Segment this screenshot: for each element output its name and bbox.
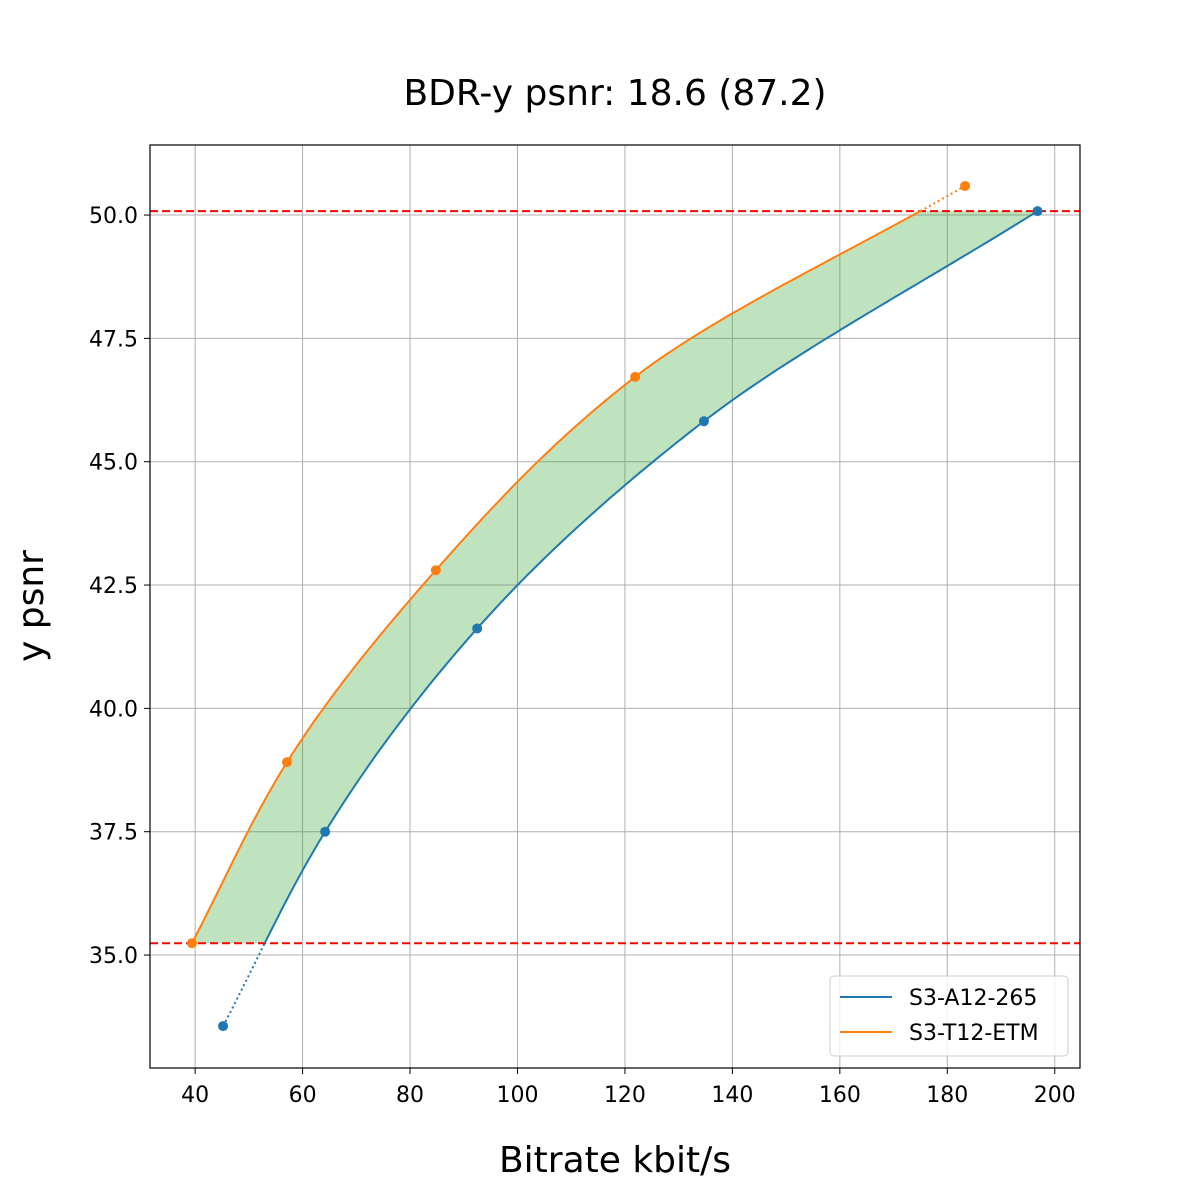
- x-tick-label: 180: [926, 1083, 968, 1108]
- grid: [150, 145, 1080, 1068]
- x-tick-label: 40: [181, 1083, 209, 1108]
- series-line-solid: [191, 210, 921, 944]
- data-point: [282, 757, 293, 768]
- fill-between-polygon: [191, 211, 1038, 944]
- x-tick-label: 60: [289, 1083, 317, 1108]
- x-tick-label: 140: [711, 1083, 753, 1108]
- data-point: [1032, 206, 1043, 217]
- data-point: [698, 416, 709, 427]
- y-tick-label: 50.0: [89, 204, 138, 229]
- y-axis-label: y psnr: [11, 550, 52, 662]
- plot-frame: [149, 144, 1081, 1069]
- data-point: [472, 623, 483, 634]
- x-tick-label: 100: [496, 1083, 538, 1108]
- y-axis-ticks: 35.0 37.5 40.0 42.5 45.0 47.5 50.0: [89, 204, 150, 969]
- x-tick-label: 80: [396, 1083, 424, 1108]
- x-tick-label: 160: [819, 1083, 861, 1108]
- data-point: [186, 938, 197, 949]
- x-axis-label: Bitrate kbit/s: [499, 1140, 731, 1181]
- series-line-solid: [263, 210, 1039, 944]
- legend-label-s3-a12-265: S3-A12-265: [909, 986, 1037, 1011]
- data-point: [630, 371, 641, 382]
- data-point: [218, 1021, 229, 1032]
- y-tick-label: 37.5: [89, 821, 138, 846]
- data-point: [430, 565, 441, 576]
- y-tick-label: 40.0: [89, 697, 138, 722]
- data-point: [320, 826, 331, 837]
- series-line-extrapolated: [222, 942, 266, 1027]
- legend: S3-A12-265 S3-T12-ETM: [829, 975, 1069, 1057]
- x-tick-label: 120: [604, 1083, 646, 1108]
- reference-lines: [150, 210, 1080, 945]
- y-tick-label: 45.0: [89, 451, 138, 476]
- y-tick-label: 35.0: [89, 944, 138, 969]
- legend-label-s3-t12-etm: S3-T12-ETM: [909, 1021, 1039, 1046]
- y-tick-label: 47.5: [89, 327, 138, 352]
- data-point: [960, 180, 971, 191]
- x-tick-label: 200: [1034, 1083, 1076, 1108]
- x-axis-ticks: 40 60 80 100 120 140 160 180 200: [181, 1068, 1076, 1108]
- series-line-extrapolated: [919, 185, 966, 212]
- fill-between-area: [191, 211, 1038, 944]
- y-tick-label: 42.5: [89, 574, 138, 599]
- series-group: [186, 180, 1043, 1032]
- chart-title: BDR-y psnr: 18.6 (87.2): [403, 73, 826, 114]
